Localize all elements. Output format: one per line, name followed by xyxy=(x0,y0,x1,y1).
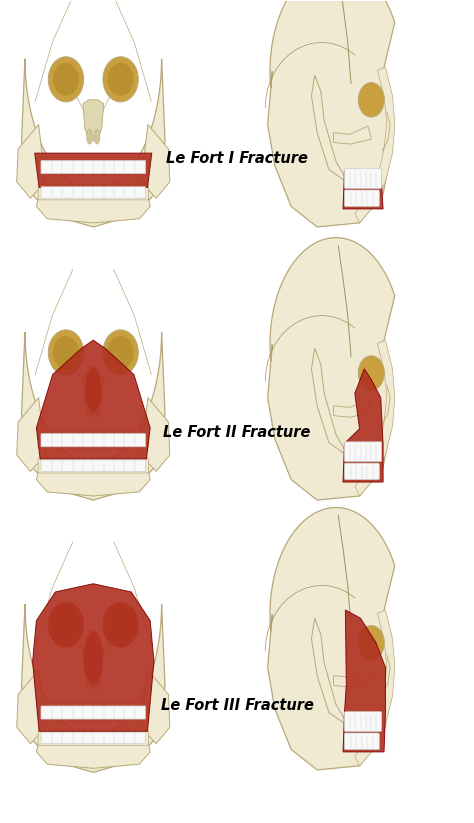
FancyBboxPatch shape xyxy=(38,730,148,746)
Ellipse shape xyxy=(108,336,134,369)
Ellipse shape xyxy=(53,608,79,641)
FancyBboxPatch shape xyxy=(345,169,382,188)
FancyBboxPatch shape xyxy=(41,187,146,198)
Polygon shape xyxy=(83,373,104,414)
FancyBboxPatch shape xyxy=(41,434,146,447)
FancyBboxPatch shape xyxy=(345,190,379,207)
Polygon shape xyxy=(268,508,395,770)
Polygon shape xyxy=(141,124,170,198)
Ellipse shape xyxy=(84,631,103,684)
Polygon shape xyxy=(141,670,170,744)
FancyBboxPatch shape xyxy=(38,157,148,175)
Ellipse shape xyxy=(85,367,101,412)
Ellipse shape xyxy=(103,330,138,375)
FancyBboxPatch shape xyxy=(41,706,146,719)
Polygon shape xyxy=(17,670,46,744)
Polygon shape xyxy=(17,124,46,198)
Ellipse shape xyxy=(48,330,83,375)
Ellipse shape xyxy=(87,129,92,144)
FancyBboxPatch shape xyxy=(38,184,148,200)
FancyBboxPatch shape xyxy=(345,733,379,750)
Polygon shape xyxy=(355,67,395,223)
Ellipse shape xyxy=(87,675,92,690)
Polygon shape xyxy=(36,467,150,496)
Ellipse shape xyxy=(94,402,100,417)
Polygon shape xyxy=(21,332,165,500)
Polygon shape xyxy=(33,584,154,732)
FancyBboxPatch shape xyxy=(41,460,146,472)
Ellipse shape xyxy=(94,675,100,690)
Ellipse shape xyxy=(358,625,384,660)
FancyBboxPatch shape xyxy=(41,160,146,174)
Ellipse shape xyxy=(87,402,92,417)
Polygon shape xyxy=(36,340,150,459)
Polygon shape xyxy=(141,398,170,472)
Polygon shape xyxy=(311,75,364,194)
Ellipse shape xyxy=(103,602,138,648)
Ellipse shape xyxy=(358,82,384,117)
Polygon shape xyxy=(268,238,395,500)
Polygon shape xyxy=(35,153,152,188)
Ellipse shape xyxy=(103,57,138,102)
Polygon shape xyxy=(355,610,395,766)
Polygon shape xyxy=(343,369,383,482)
Ellipse shape xyxy=(48,602,83,648)
Ellipse shape xyxy=(48,602,83,648)
FancyBboxPatch shape xyxy=(345,442,382,462)
FancyBboxPatch shape xyxy=(345,463,379,480)
Polygon shape xyxy=(21,58,165,227)
Polygon shape xyxy=(311,348,364,467)
Polygon shape xyxy=(355,340,395,496)
Polygon shape xyxy=(83,100,104,141)
Polygon shape xyxy=(36,740,150,769)
Polygon shape xyxy=(83,645,104,686)
FancyBboxPatch shape xyxy=(41,732,146,744)
Polygon shape xyxy=(334,399,371,417)
Ellipse shape xyxy=(53,63,79,95)
Polygon shape xyxy=(17,398,46,472)
Ellipse shape xyxy=(358,356,384,390)
Ellipse shape xyxy=(103,602,138,648)
FancyBboxPatch shape xyxy=(345,712,382,732)
FancyBboxPatch shape xyxy=(38,458,148,473)
FancyBboxPatch shape xyxy=(38,430,148,449)
Ellipse shape xyxy=(48,57,83,102)
Text: Le Fort III Fracture: Le Fort III Fracture xyxy=(161,698,313,713)
Polygon shape xyxy=(21,604,165,773)
Polygon shape xyxy=(334,126,371,144)
Ellipse shape xyxy=(94,129,100,144)
Polygon shape xyxy=(334,669,371,687)
Polygon shape xyxy=(311,618,364,737)
Ellipse shape xyxy=(53,336,79,369)
Polygon shape xyxy=(268,0,395,227)
Ellipse shape xyxy=(108,63,134,95)
Polygon shape xyxy=(36,194,150,223)
Ellipse shape xyxy=(108,608,134,641)
Text: Le Fort I Fracture: Le Fort I Fracture xyxy=(166,151,308,166)
Polygon shape xyxy=(343,610,385,752)
FancyBboxPatch shape xyxy=(38,703,148,721)
Text: Le Fort II Fracture: Le Fort II Fracture xyxy=(164,425,310,440)
Polygon shape xyxy=(343,170,383,209)
